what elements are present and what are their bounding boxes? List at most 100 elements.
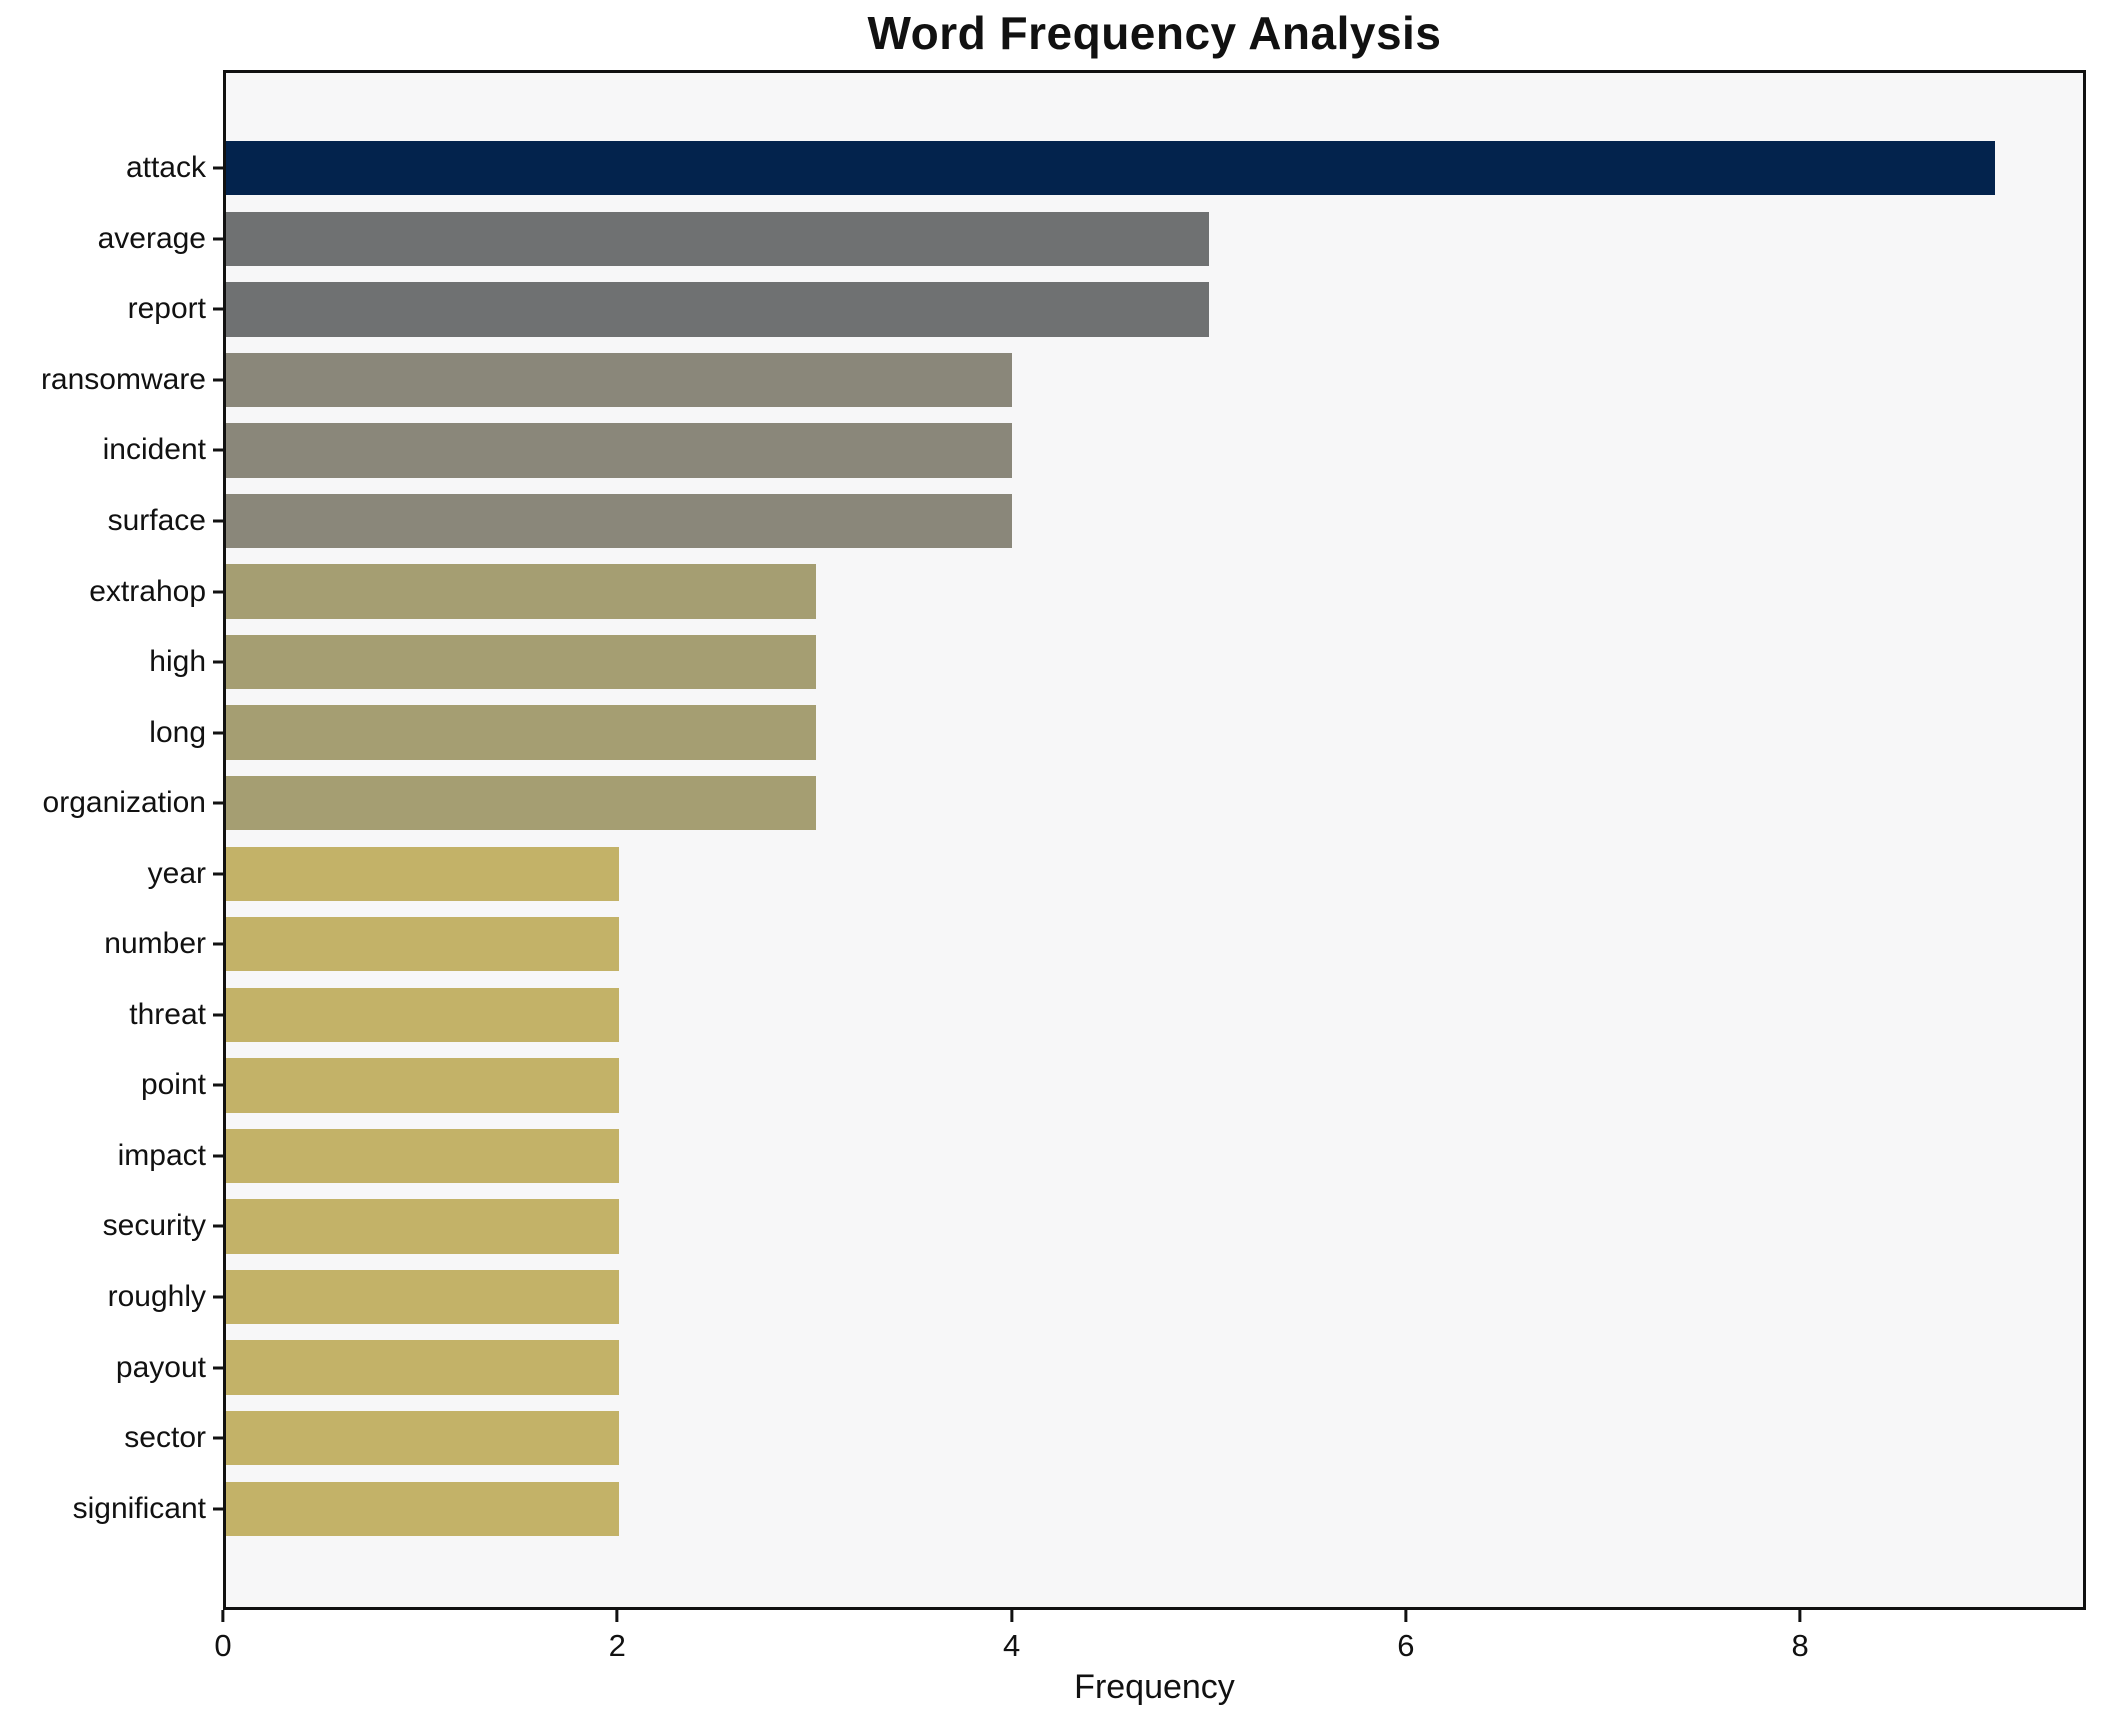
x-tick-mark xyxy=(221,1610,225,1622)
y-tick-label: significant xyxy=(72,1491,206,1525)
y-tick-label: sector xyxy=(124,1421,206,1455)
bar-row: incident xyxy=(103,415,2083,486)
bar xyxy=(226,423,1013,478)
y-tick-label: impact xyxy=(117,1138,206,1172)
bar-row: surface xyxy=(108,486,2083,557)
y-tick-label: threat xyxy=(129,997,206,1031)
y-tick-label: extrahop xyxy=(89,574,206,608)
y-tick-label: surface xyxy=(107,504,206,537)
y-tick-label: report xyxy=(127,292,206,326)
x-tick-label: 2 xyxy=(608,1628,626,1663)
bar-row: sector xyxy=(124,1403,2083,1474)
y-tick-mark xyxy=(213,731,223,735)
y-tick-mark xyxy=(213,1083,223,1087)
y-tick-label: point xyxy=(140,1068,206,1102)
y-tick-label: year xyxy=(147,856,206,890)
y-tick-mark xyxy=(213,1366,223,1370)
bar-row: organization xyxy=(43,768,2083,839)
x-tick: 0 xyxy=(214,1610,232,1664)
bar-row: impact xyxy=(118,1121,2083,1192)
bar xyxy=(226,493,1013,549)
bar xyxy=(226,1128,620,1184)
bar xyxy=(226,1058,620,1113)
y-tick-mark xyxy=(213,166,223,170)
bar xyxy=(226,1481,620,1536)
bar-row: ransomware xyxy=(41,345,2083,416)
bar xyxy=(226,564,816,619)
y-tick-label: high xyxy=(149,645,206,679)
x-tick: 6 xyxy=(1397,1610,1414,1664)
bar xyxy=(226,705,816,760)
y-tick-mark xyxy=(213,378,223,382)
x-tick: 8 xyxy=(1792,1610,1809,1664)
y-tick-mark xyxy=(213,237,223,241)
bar-row: attack xyxy=(126,133,2083,204)
y-tick-mark xyxy=(213,307,223,311)
bar-row: long xyxy=(149,697,2083,768)
bar-row: year xyxy=(148,838,2083,909)
x-axis: 0 2 4 6 8 xyxy=(214,1610,2086,1670)
bar-row: payout xyxy=(116,1332,2083,1403)
y-tick-label: organization xyxy=(42,786,206,820)
y-tick-mark xyxy=(213,519,223,523)
x-tick-mark xyxy=(1010,1610,1014,1622)
y-tick-mark xyxy=(213,1507,223,1511)
plot-area: attack average report ransomware incident sur… xyxy=(41,70,2086,1610)
bar-row: significant xyxy=(73,1473,2083,1544)
bar xyxy=(226,1340,620,1395)
x-tick-label: 0 xyxy=(214,1628,232,1663)
bar-row: extrahop xyxy=(89,556,2083,627)
bar xyxy=(226,776,816,831)
y-tick-label: average xyxy=(97,221,206,255)
bar-row: threat xyxy=(129,980,2083,1051)
x-tick: 2 xyxy=(609,1610,626,1664)
bar xyxy=(226,352,1013,408)
y-tick-label: roughly xyxy=(107,1280,206,1314)
bar-row: high xyxy=(149,627,2083,698)
y-tick-mark xyxy=(213,448,223,452)
bar xyxy=(226,141,1995,196)
x-tick-label: 4 xyxy=(1002,1628,1021,1663)
bar xyxy=(226,211,1209,266)
bar-row: point xyxy=(141,1050,2083,1121)
y-tick-label: attack xyxy=(125,151,206,185)
bar-row: report xyxy=(128,274,2083,345)
bar xyxy=(226,846,620,901)
bar xyxy=(226,1269,620,1325)
y-tick-mark xyxy=(213,942,223,946)
x-tick-label: 8 xyxy=(1791,1628,1809,1663)
x-axis-label: Frequency xyxy=(1074,1668,1235,1706)
y-tick-mark xyxy=(213,1295,223,1299)
bar xyxy=(226,1410,620,1466)
y-tick-label: number xyxy=(104,927,206,961)
bar xyxy=(226,1199,620,1254)
y-tick-mark xyxy=(213,801,223,805)
x-tick: 4 xyxy=(1003,1610,1020,1664)
bar-row: average xyxy=(98,204,2083,275)
bar-row: roughly xyxy=(108,1262,2083,1333)
y-tick-label: incident xyxy=(102,433,206,467)
y-tick-mark xyxy=(213,1013,223,1017)
x-tick-mark xyxy=(1798,1610,1802,1622)
y-tick-mark xyxy=(213,1224,223,1228)
bar xyxy=(226,634,816,690)
y-tick-mark xyxy=(213,660,223,664)
y-tick-label: security xyxy=(102,1209,206,1243)
y-tick-mark xyxy=(213,872,223,876)
chart-title: Word Frequency Analysis xyxy=(867,7,1442,59)
bar xyxy=(226,282,1209,337)
bar-row: number xyxy=(104,909,2083,980)
y-tick-label: payout xyxy=(115,1350,206,1384)
bar xyxy=(226,987,620,1042)
x-tick-mark xyxy=(1404,1610,1408,1622)
y-tick-mark xyxy=(213,590,223,594)
bar-row: security xyxy=(103,1191,2083,1262)
x-tick-mark xyxy=(615,1610,619,1622)
y-tick-label: ransomware xyxy=(40,362,206,396)
y-tick-label: long xyxy=(149,715,206,749)
x-tick-label: 6 xyxy=(1397,1628,1415,1663)
y-tick-mark xyxy=(213,1436,223,1440)
y-tick-mark xyxy=(213,1154,223,1158)
bar xyxy=(226,917,620,972)
